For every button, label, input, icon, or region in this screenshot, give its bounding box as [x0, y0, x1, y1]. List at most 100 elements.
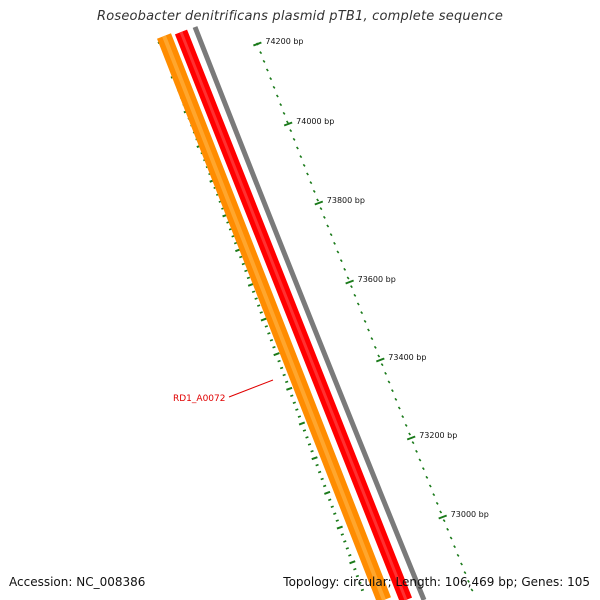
- inner-minor-tick: [333, 512, 337, 515]
- inner-major-tick: [298, 421, 306, 426]
- outer-minor-tick: [453, 545, 456, 549]
- outer-minor-tick: [329, 233, 333, 237]
- inner-minor-tick: [328, 498, 332, 502]
- outer-minor-tick: [343, 267, 347, 271]
- inner-minor-tick: [279, 366, 284, 370]
- outer-minor-tick: [442, 519, 446, 523]
- outer-minor-tick: [262, 59, 266, 63]
- inner-minor-tick: [317, 470, 322, 474]
- outer-major-tick: [314, 200, 324, 206]
- outer-minor-tick: [319, 207, 323, 211]
- outer-minor-tick: [367, 328, 370, 332]
- outer-minor-tick: [292, 137, 296, 141]
- inner-minor-tick: [310, 450, 314, 453]
- inner-minor-tick: [320, 477, 324, 481]
- outer-tick-ring: [253, 41, 474, 592]
- summary-text: Topology: circular; Length: 106,469 bp; …: [283, 575, 590, 589]
- outer-minor-tick: [326, 224, 330, 228]
- outer-minor-tick: [449, 536, 453, 540]
- inner-minor-tick: [305, 436, 309, 439]
- outer-minor-tick: [394, 397, 398, 401]
- outer-minor-tick: [350, 285, 353, 289]
- outer-minor-tick: [285, 120, 289, 124]
- scale-label: 74000 bp: [296, 117, 334, 126]
- inner-minor-tick: [264, 325, 269, 328]
- outer-minor-tick: [421, 467, 425, 471]
- outer-minor-tick: [363, 319, 367, 323]
- inner-minor-tick: [290, 394, 294, 398]
- inner-minor-tick: [360, 588, 365, 592]
- inner-minor-tick: [307, 443, 312, 446]
- outer-minor-tick: [467, 579, 470, 583]
- inner-minor-tick: [233, 241, 238, 245]
- map-title: Roseobacter denitrificans plasmid pTB1, …: [96, 9, 504, 24]
- outer-minor-tick: [446, 527, 450, 531]
- inner-minor-tick: [330, 505, 334, 509]
- outer-minor-tick: [322, 215, 326, 219]
- outer-minor-tick: [282, 111, 286, 115]
- forward-gene-band-highlight: [179, 31, 408, 600]
- inner-minor-tick: [269, 339, 274, 342]
- inner-minor-tick: [256, 304, 261, 307]
- inner-minor-tick: [259, 311, 263, 314]
- outer-minor-tick: [296, 146, 299, 150]
- inner-minor-tick: [322, 484, 327, 488]
- gene-label-leader: [228, 379, 274, 398]
- inner-major-tick: [273, 352, 280, 357]
- inner-minor-tick: [282, 373, 286, 377]
- outer-minor-tick: [425, 475, 429, 479]
- outer-major-tick: [345, 279, 354, 285]
- outer-minor-tick: [470, 588, 474, 592]
- inner-minor-tick: [244, 269, 248, 273]
- inner-minor-tick: [353, 567, 357, 571]
- outer-major-tick: [253, 41, 262, 47]
- outer-minor-tick: [418, 458, 422, 462]
- outer-minor-tick: [289, 129, 293, 133]
- outer-minor-tick: [384, 371, 388, 375]
- scale-label: 73800 bp: [327, 196, 365, 205]
- outer-major-tick: [438, 514, 448, 520]
- outer-minor-tick: [309, 181, 313, 185]
- outer-minor-tick: [302, 163, 306, 167]
- scale-label: 73400 bp: [388, 353, 426, 362]
- outer-minor-tick: [387, 380, 391, 384]
- outer-minor-tick: [312, 189, 316, 193]
- inner-minor-tick: [267, 332, 271, 335]
- inner-minor-tick: [348, 554, 352, 557]
- inner-minor-tick: [315, 463, 319, 467]
- inner-minor-tick: [251, 290, 256, 293]
- outer-minor-tick: [404, 423, 408, 427]
- outer-minor-tick: [356, 302, 360, 306]
- outer-minor-tick: [397, 406, 401, 410]
- inner-minor-tick: [246, 276, 251, 280]
- inner-major-tick: [260, 317, 267, 322]
- outer-minor-tick: [279, 103, 283, 107]
- inner-minor-tick: [241, 262, 246, 266]
- outer-minor-tick: [377, 354, 381, 358]
- outer-major-tick: [375, 357, 385, 363]
- outer-minor-tick: [463, 571, 467, 575]
- outer-minor-tick: [391, 389, 394, 393]
- outer-minor-tick: [272, 85, 276, 89]
- outer-minor-tick: [435, 501, 439, 505]
- inner-minor-tick: [239, 255, 243, 259]
- outer-minor-tick: [360, 311, 364, 315]
- outer-minor-tick: [353, 293, 357, 297]
- outer-minor-tick: [333, 241, 336, 245]
- gene-label[interactable]: RD1_A0072: [173, 394, 225, 404]
- outer-minor-tick: [370, 337, 374, 341]
- inner-minor-tick: [345, 547, 350, 550]
- outer-major-tick: [406, 435, 416, 441]
- inner-major-tick: [324, 490, 331, 495]
- scale-labels: 74200 bp 74000 bp 73800 bp 73600 bp 73400 bp…: [265, 37, 488, 519]
- inner-minor-tick: [335, 519, 339, 522]
- outer-minor-tick: [306, 172, 309, 176]
- outer-minor-tick: [408, 432, 412, 436]
- outer-minor-tick: [439, 510, 443, 514]
- inner-minor-tick: [272, 345, 276, 349]
- inner-minor-tick: [285, 380, 289, 384]
- scale-label: 73600 bp: [358, 275, 396, 284]
- inner-minor-tick: [355, 574, 360, 578]
- inner-minor-tick: [254, 297, 258, 300]
